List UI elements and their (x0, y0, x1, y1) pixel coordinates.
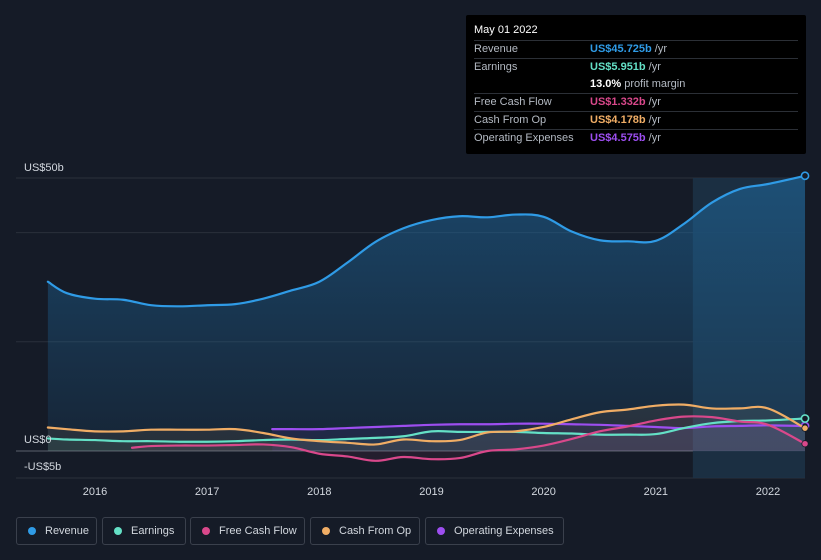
tooltip-label: Revenue (474, 43, 519, 55)
tooltip-label: Operating Expenses (474, 132, 574, 144)
tooltip-row-revenue: Revenue US$45.725b /yr (474, 40, 798, 58)
tooltip-row-earnings: Earnings US$5.951b /yr (474, 58, 798, 76)
legend-label: Earnings (131, 525, 175, 537)
legend-item-earnings[interactable]: Earnings (102, 517, 186, 545)
y-tick-label: -US$5b (24, 461, 61, 473)
tooltip-unit: /yr (648, 96, 661, 108)
tooltip-unit: /yr (648, 61, 661, 73)
legend-label: Revenue (45, 525, 90, 537)
tooltip-label: Earnings (474, 61, 518, 73)
tooltip-row-free-cash-flow: Free Cash Flow US$1.332b /yr (474, 93, 798, 111)
tooltip-unit: /yr (648, 114, 661, 126)
revenue-end-marker (800, 171, 810, 181)
x-tick-label: 2017 (195, 486, 219, 498)
earnings-end-marker (800, 414, 810, 423)
revenue-line (46, 174, 807, 308)
tooltip-value: US$4.575b (590, 132, 646, 144)
x-tick-label: 2022 (756, 486, 780, 498)
tooltip-value: US$45.725b (590, 43, 652, 55)
tooltip-row-operating-expenses: Operating Expenses US$4.575b /yr (474, 129, 798, 147)
free-cash-flow-line (130, 415, 807, 462)
legend-item-free-cash-flow[interactable]: Free Cash Flow (190, 517, 305, 545)
revenue-area (47, 175, 806, 452)
y-tick-label: US$0 (24, 434, 52, 446)
tooltip-row-profit-margin: 13.0% profit margin (474, 76, 798, 93)
cash-from-op-area (47, 404, 806, 451)
x-tick-label: 2016 (83, 486, 107, 498)
tooltip-value: 13.0% (590, 78, 622, 90)
legend-dot-icon (437, 527, 445, 535)
earnings-line (46, 417, 807, 443)
tooltip-label: Free Cash Flow (474, 96, 552, 108)
tooltip-value: US$1.332b (590, 96, 646, 108)
free-cash-flow-end-marker (801, 440, 809, 448)
legend-item-operating-expenses[interactable]: Operating Expenses (425, 517, 564, 545)
legend-item-revenue[interactable]: Revenue (16, 517, 97, 545)
x-tick-label: 2020 (531, 486, 555, 498)
chart-series (46, 171, 810, 462)
tooltip-unit: /yr (648, 132, 661, 144)
tooltip-date: May 01 2022 (474, 24, 538, 36)
cash-from-op-line (46, 403, 807, 446)
legend-label: Operating Expenses (454, 525, 554, 537)
legend-label: Cash From Op (339, 525, 412, 537)
x-tick-label: 2021 (644, 486, 668, 498)
legend-dot-icon (114, 527, 122, 535)
tooltip-label (474, 76, 590, 93)
tooltip-value: US$5.951b (590, 61, 646, 73)
earnings-area (47, 418, 806, 451)
tooltip-unit: profit margin (624, 78, 686, 90)
legend-dot-icon (322, 527, 330, 535)
legend-item-cash-from-op[interactable]: Cash From Op (310, 517, 420, 545)
tooltip-unit: /yr (654, 43, 667, 55)
cash-from-op-end-marker (801, 424, 809, 432)
tooltip: May 01 2022 Revenue US$45.725b /yr Earni… (466, 15, 806, 154)
y-tick-label: US$50b (24, 162, 64, 174)
legend-dot-icon (202, 527, 210, 535)
x-tick-label: 2018 (307, 486, 331, 498)
x-tick-label: 2019 (419, 486, 443, 498)
legend-label: Free Cash Flow (219, 525, 297, 537)
operating-expenses-line (271, 422, 807, 431)
tooltip-label: Cash From Op (474, 114, 547, 126)
tooltip-row-cash-from-op: Cash From Op US$4.178b /yr (474, 111, 798, 129)
y-axis-labels: US$50b US$0 -US$5b (24, 162, 64, 473)
x-axis-labels: 2016 2017 2018 2019 2020 2021 2022 (83, 486, 780, 498)
legend-dot-icon (28, 527, 36, 535)
tooltip-value: US$4.178b (590, 114, 646, 126)
